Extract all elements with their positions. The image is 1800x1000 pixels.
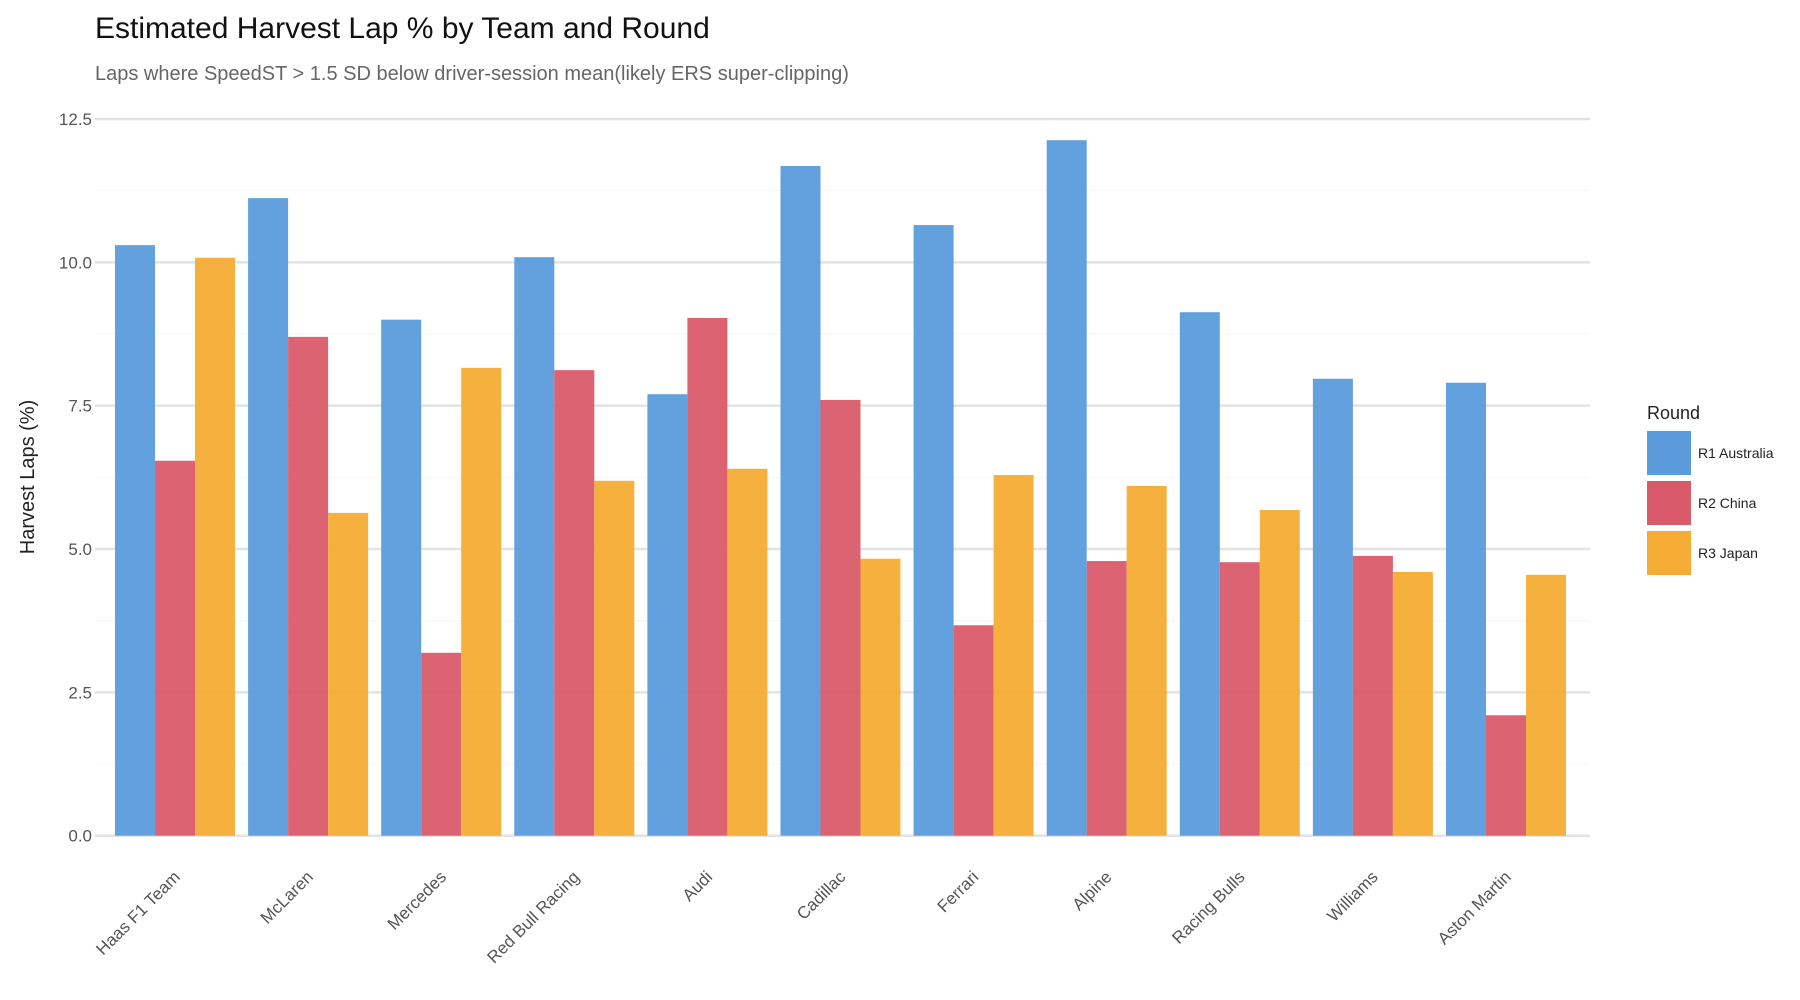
bar-r3-japan-audi [727,468,768,836]
x-tick-label: Alpine [1069,867,1116,914]
x-tick-label: McLaren [257,867,317,927]
x-tick-label: Mercedes [384,867,450,933]
x-tick-label: Ferrari [934,867,983,916]
y-tick-label: 0.0 [68,827,92,846]
legend-label: R1 Australia [1698,445,1774,461]
y-tick-label: 12.5 [59,110,92,129]
bar-r3-japan-cadillac [860,558,901,836]
bar-r2-china-alpine [1086,561,1127,836]
legend-swatch [1647,431,1691,475]
bar-r2-china-red-bull-racing [554,370,595,836]
legend: Round R1 Australia R2 China R3 Japan [1647,403,1774,575]
bar-r3-japan-ferrari [993,475,1034,836]
chart-title: Estimated Harvest Lap % by Team and Roun… [95,12,710,45]
bar-r2-china-aston-martin [1486,715,1526,836]
bar-r2-china-audi [687,317,728,836]
x-tick-label: Red Bull Racing [483,867,583,967]
legend-swatch [1647,531,1691,575]
bar-r1-australia-red-bull-racing [514,257,555,836]
bars [115,140,1566,836]
x-tick-label: Cadillac [793,867,850,924]
bar-r1-australia-cadillac [780,166,821,836]
bar-r1-australia-haas-f1-team [115,245,155,836]
bar-r2-china-ferrari [953,625,994,836]
bar-r2-china-racing-bulls [1219,562,1260,836]
legend-label: R2 China [1698,495,1757,511]
legend-swatch [1647,481,1691,525]
bar-r3-japan-red-bull-racing [594,480,635,836]
y-tick-label: 5.0 [68,540,92,559]
bar-r3-japan-aston-martin [1526,574,1566,836]
bar-r3-japan-williams [1392,571,1433,836]
x-tick-label: Williams [1324,867,1382,925]
bar-r2-china-haas-f1-team [155,460,195,836]
bar-r2-china-williams [1352,555,1393,836]
bar-r1-australia-audi [647,394,688,836]
bar-r1-australia-williams [1312,378,1353,836]
bar-r3-japan-mclaren [328,512,369,836]
bar-r2-china-mercedes [421,652,462,836]
bar-r3-japan-haas-f1-team [195,257,235,836]
y-tick-label: 10.0 [59,253,92,272]
bar-r2-china-cadillac [820,399,861,836]
bar-r1-australia-ferrari [913,225,954,836]
x-tick-label: Audi [679,867,716,904]
bar-r3-japan-racing-bulls [1259,510,1300,836]
bar-r1-australia-alpine [1046,140,1087,836]
x-tick-label: Haas F1 Team [92,867,183,958]
x-axis-ticks: Haas F1 Team McLaren Mercedes Red Bull Raci… [92,867,1514,967]
y-tick-label: 7.5 [68,397,92,416]
legend-label: R3 Japan [1698,545,1758,561]
y-axis-label: Harvest Laps (%) [17,400,39,555]
bar-r3-japan-mercedes [461,367,502,836]
bar-r1-australia-mclaren [248,198,289,836]
legend-title: Round [1647,403,1700,423]
x-tick-label: Racing Bulls [1168,867,1248,947]
y-axis-ticks: 0.0 2.5 5.0 7.5 10.0 12.5 [59,110,92,846]
x-tick-label: Aston Martin [1434,867,1515,948]
bar-r3-japan-alpine [1126,485,1167,836]
bar-r2-china-mclaren [288,336,329,836]
y-tick-label: 2.5 [68,683,92,702]
bar-r1-australia-mercedes [381,319,422,836]
bar-r1-australia-aston-martin [1446,382,1486,836]
chart-subtitle: Laps where SpeedST > 1.5 SD below driver… [95,63,849,85]
bar-r1-australia-racing-bulls [1179,312,1220,836]
